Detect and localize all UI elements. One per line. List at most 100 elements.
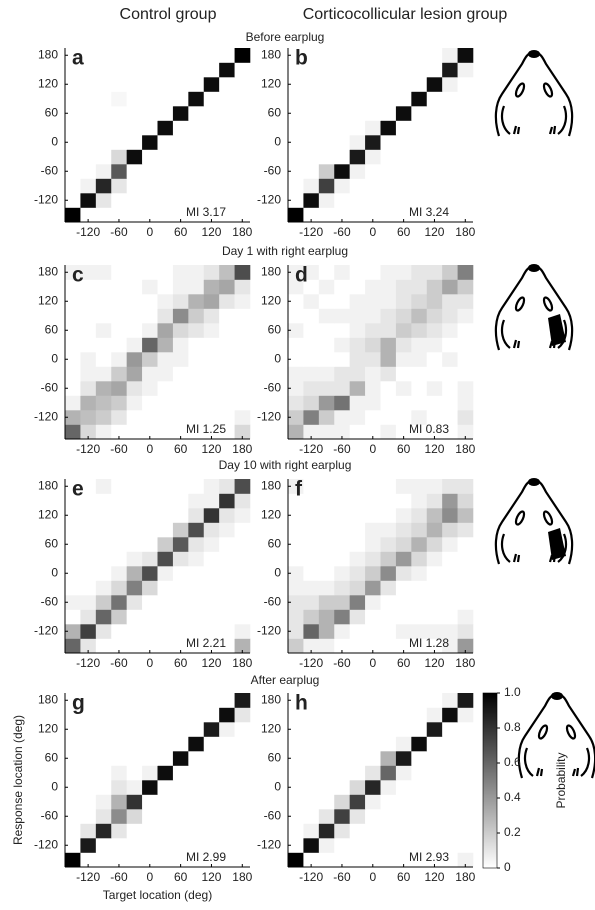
heatmap-cell: [65, 178, 81, 194]
heatmap-cell: [234, 566, 251, 581]
heatmap-cell: [142, 551, 158, 567]
heatmap-cell: [111, 279, 127, 295]
heatmap-cell: [65, 424, 81, 440]
heatmap-cell: [411, 751, 428, 766]
heatmap-cell: [395, 337, 412, 353]
x-tick-label: 0: [369, 870, 376, 884]
heatmap-cell: [111, 48, 127, 63]
heatmap-cell: [188, 62, 205, 78]
heatmap-cell: [188, 580, 205, 596]
y-tick-label: -120: [257, 192, 281, 206]
heatmap-cell: [442, 410, 458, 425]
heatmap-cell: [172, 48, 189, 63]
colorbar: [482, 692, 498, 869]
heatmap-cell: [457, 62, 474, 78]
heatmap-cell: [457, 479, 474, 494]
heatmap-cell: [303, 638, 320, 654]
heatmap-cell: [318, 323, 335, 338]
heatmap-cell: [219, 794, 235, 810]
heatmap-cell: [188, 207, 205, 223]
heatmap-cell: [65, 624, 81, 639]
heatmap-cell: [411, 366, 428, 382]
heatmap-cell: [349, 566, 366, 581]
heatmap-cell: [380, 823, 397, 839]
heatmap-cell: [334, 693, 350, 708]
heatmap-cell: [234, 164, 251, 179]
heatmap-cell: [188, 308, 205, 324]
heatmap-cell: [65, 207, 81, 223]
heatmap-cell: [318, 135, 335, 150]
heatmap-cell: [65, 809, 81, 824]
heatmap-cell: [65, 551, 81, 567]
heatmap-cell: [126, 62, 143, 78]
column-title: Corticocollicular lesion group: [303, 6, 508, 23]
heatmap-cell: [380, 624, 397, 639]
heatmap-cell: [95, 707, 112, 723]
heatmap-cell: [365, 537, 381, 552]
heatmap-cell: [188, 707, 205, 723]
heatmap-cell: [349, 852, 366, 868]
heatmap-cell: [142, 508, 158, 523]
heatmap-cell: [426, 164, 443, 179]
heatmap-cell: [172, 323, 189, 338]
heatmap-cell: [111, 91, 127, 107]
heatmap-cell: [303, 366, 320, 382]
heatmap-cell: [80, 410, 97, 425]
heatmap-cell: [95, 106, 112, 121]
x-axis-label: Target location (deg): [103, 888, 212, 902]
heatmap-cell: [65, 91, 81, 107]
heatmap-cell: [380, 410, 397, 425]
heatmap-cell: [142, 595, 158, 610]
heatmap-cell: [349, 707, 366, 723]
heatmap-cell: [234, 638, 251, 654]
heatmap-cell: [442, 352, 458, 367]
heatmap-cell: [111, 337, 127, 353]
heatmap-cell: [126, 765, 143, 781]
heatmap-cell: [142, 149, 158, 165]
heatmap-cell: [349, 624, 366, 639]
heatmap-cell: [288, 751, 304, 766]
heatmap-cell: [365, 624, 381, 639]
x-tick-label: -120: [76, 442, 100, 456]
heatmap-cell: [288, 424, 304, 440]
x-tick-label: 120: [201, 656, 221, 670]
heatmap-cell: [172, 852, 189, 868]
heatmap-cell: [111, 852, 127, 868]
heatmap-cell: [365, 693, 381, 708]
heatmap-cell: [219, 508, 235, 523]
heatmap-cell: [80, 624, 97, 639]
heatmap-cell: [172, 424, 189, 440]
heatmap-cell: [142, 48, 158, 63]
x-tick-label: 180: [455, 656, 475, 670]
heatmap-cell: [365, 580, 381, 596]
heatmap-cell: [426, 736, 443, 752]
heatmap-cell: [334, 279, 350, 295]
heatmap-cell: [334, 381, 350, 396]
heatmap-cell: [349, 164, 366, 179]
heatmap-cell: [457, 838, 474, 853]
heatmap-cell: [188, 595, 205, 610]
heatmap-cell: [288, 852, 304, 868]
heatmap-cell: [442, 809, 458, 824]
heatmap-cell: [188, 135, 205, 150]
heatmap-cell: [80, 323, 97, 338]
heatmap-cell: [288, 395, 304, 411]
heatmap-cell: [157, 62, 174, 78]
heatmap-cell: [188, 178, 205, 194]
heatmap-cell: [188, 193, 205, 208]
heatmap-cell: [457, 91, 474, 107]
heatmap-cell: [234, 410, 251, 425]
heatmap-cell: [442, 823, 458, 839]
heatmap-cell: [442, 178, 458, 194]
heatmap-cell: [172, 537, 189, 552]
heatmap-cell: [457, 308, 474, 324]
heatmap-cell: [142, 120, 158, 136]
heatmap-cell: [288, 566, 304, 581]
heatmap-cell: [318, 551, 335, 567]
heatmap-cell: [172, 366, 189, 382]
heatmap-cell: [95, 522, 112, 538]
heatmap-cell: [234, 751, 251, 766]
heatmap-cell: [288, 693, 304, 708]
heatmap-cell: [334, 566, 350, 581]
heatmap-cell: [234, 279, 251, 295]
